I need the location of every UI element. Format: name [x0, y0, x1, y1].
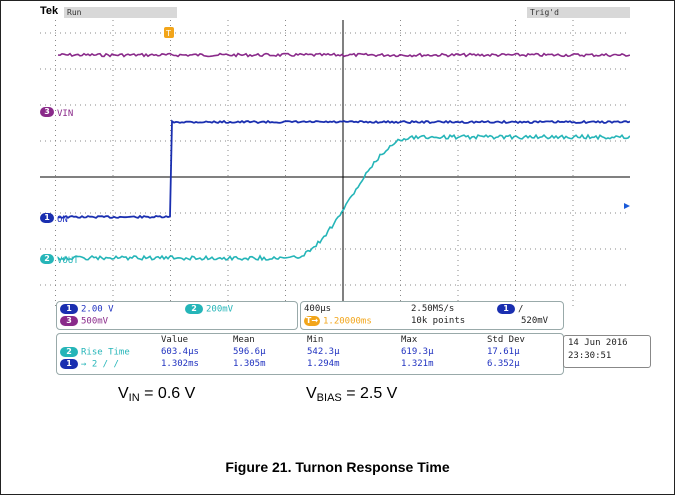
- ch1-label: ON: [57, 215, 68, 225]
- vin-symbol: V: [118, 385, 129, 402]
- run-status: Run: [64, 7, 177, 18]
- rise-time-max: 619.3µ: [401, 347, 434, 357]
- measurement-panel: 1 2.00 V 2 200mV 3 500mV 400µs 2.50MS/s 1/ …: [56, 301, 564, 375]
- rise-time-min: 542.3µ: [307, 347, 340, 357]
- rise-time-icon: 2: [60, 347, 78, 357]
- header-value: Value: [161, 335, 189, 345]
- delay-meas-mean: 1.305m: [233, 359, 266, 369]
- delay-meas-label: → 2 / /: [81, 359, 119, 370]
- delay-meas-std: 6.352µ: [487, 359, 520, 369]
- vin-subscript: IN: [128, 392, 140, 404]
- trigger-slope: /: [518, 304, 524, 315]
- ch2-label: VOUT: [57, 256, 79, 266]
- delay-meas-max: 1.321m: [401, 359, 434, 369]
- delay-meas-min: 1.294m: [307, 359, 340, 369]
- ch2-scale-icon: 2: [185, 304, 203, 314]
- ch2-marker: 2 VOUT: [40, 248, 79, 267]
- ch2-scale: 200mV: [206, 304, 234, 315]
- ch2-icon: 2: [40, 253, 54, 264]
- trigger-channel-icon: 1: [497, 304, 515, 314]
- ch3-icon: 3: [40, 106, 54, 117]
- trigger-level-arrow: [624, 203, 630, 209]
- sample-rate: 2.50MS/s: [411, 304, 455, 314]
- brand-logo: Tek: [40, 6, 59, 17]
- measurement-table: Value Mean Min Max Std Dev 2 Rise Time 60…: [56, 333, 564, 375]
- trigger-level: 520mV: [521, 316, 549, 326]
- graticule: [40, 20, 630, 307]
- ch3-marker: 3 VIN: [40, 101, 73, 120]
- delay-value: 1.20000ms: [323, 316, 372, 327]
- trigger-status: Trig'd: [527, 7, 630, 18]
- trigger-marker-icon: [164, 27, 174, 38]
- measurement-row: 2 Rise Time: [60, 347, 130, 358]
- ch1-scale-icon: 1: [60, 304, 78, 314]
- vbias-symbol: V: [306, 385, 317, 402]
- header-max: Max: [401, 335, 418, 345]
- waveform-grid: T: [40, 20, 630, 307]
- delay-icon: T→: [304, 316, 320, 326]
- rise-time-label: Rise Time: [81, 347, 130, 358]
- scope-clock: 14 Jun 2016 23:30:51: [563, 335, 651, 368]
- trigger-marker-text: T: [165, 29, 171, 38]
- delay-meas-icon: 1: [60, 359, 78, 369]
- vin-value: = 0.6 V: [144, 385, 196, 402]
- delay-meas-value: 1.302ms: [161, 359, 199, 369]
- ch3-scale-icon: 3: [60, 316, 78, 326]
- clock-time: 23:30:51: [568, 351, 612, 361]
- record-length: 10k points: [411, 316, 466, 326]
- vbias-condition: VBIAS = 2.5 V: [306, 385, 397, 404]
- rise-time-std: 17.61µ: [487, 347, 520, 357]
- rise-time-mean: 596.6µ: [233, 347, 266, 357]
- clock-date: 14 Jun 2016: [568, 338, 628, 348]
- vbias-value: = 2.5 V: [346, 385, 398, 402]
- timebase-box: 400µs 2.50MS/s 1/ T→ 1.20000ms 10k points…: [300, 301, 564, 330]
- channel-settings-box: 1 2.00 V 2 200mV 3 500mV: [56, 301, 298, 330]
- header-std-dev: Std Dev: [487, 335, 525, 345]
- ch3-label: VIN: [57, 109, 74, 119]
- vbias-subscript: BIAS: [316, 392, 342, 404]
- ch1-marker: 1 ON: [40, 207, 68, 226]
- measurement-row: 1 → 2 / /: [60, 359, 119, 370]
- rise-time-value: 603.4µs: [161, 347, 199, 357]
- ch3-scale: 500mV: [81, 316, 109, 327]
- timebase: 400µs: [304, 304, 332, 314]
- header-min: Min: [307, 335, 324, 345]
- vin-trace: [57, 52, 630, 58]
- ch1-icon: 1: [40, 212, 54, 223]
- vin-condition: VIN = 0.6 V: [118, 385, 195, 404]
- figure-caption: Figure 21. Turnon Response Time: [225, 459, 450, 475]
- header-mean: Mean: [233, 335, 255, 345]
- scope-top-bar: Tek Run Trig'd: [40, 6, 630, 20]
- ch1-scale: 2.00 V: [81, 304, 114, 315]
- on-trace: [57, 119, 630, 219]
- vout-trace: [57, 133, 630, 262]
